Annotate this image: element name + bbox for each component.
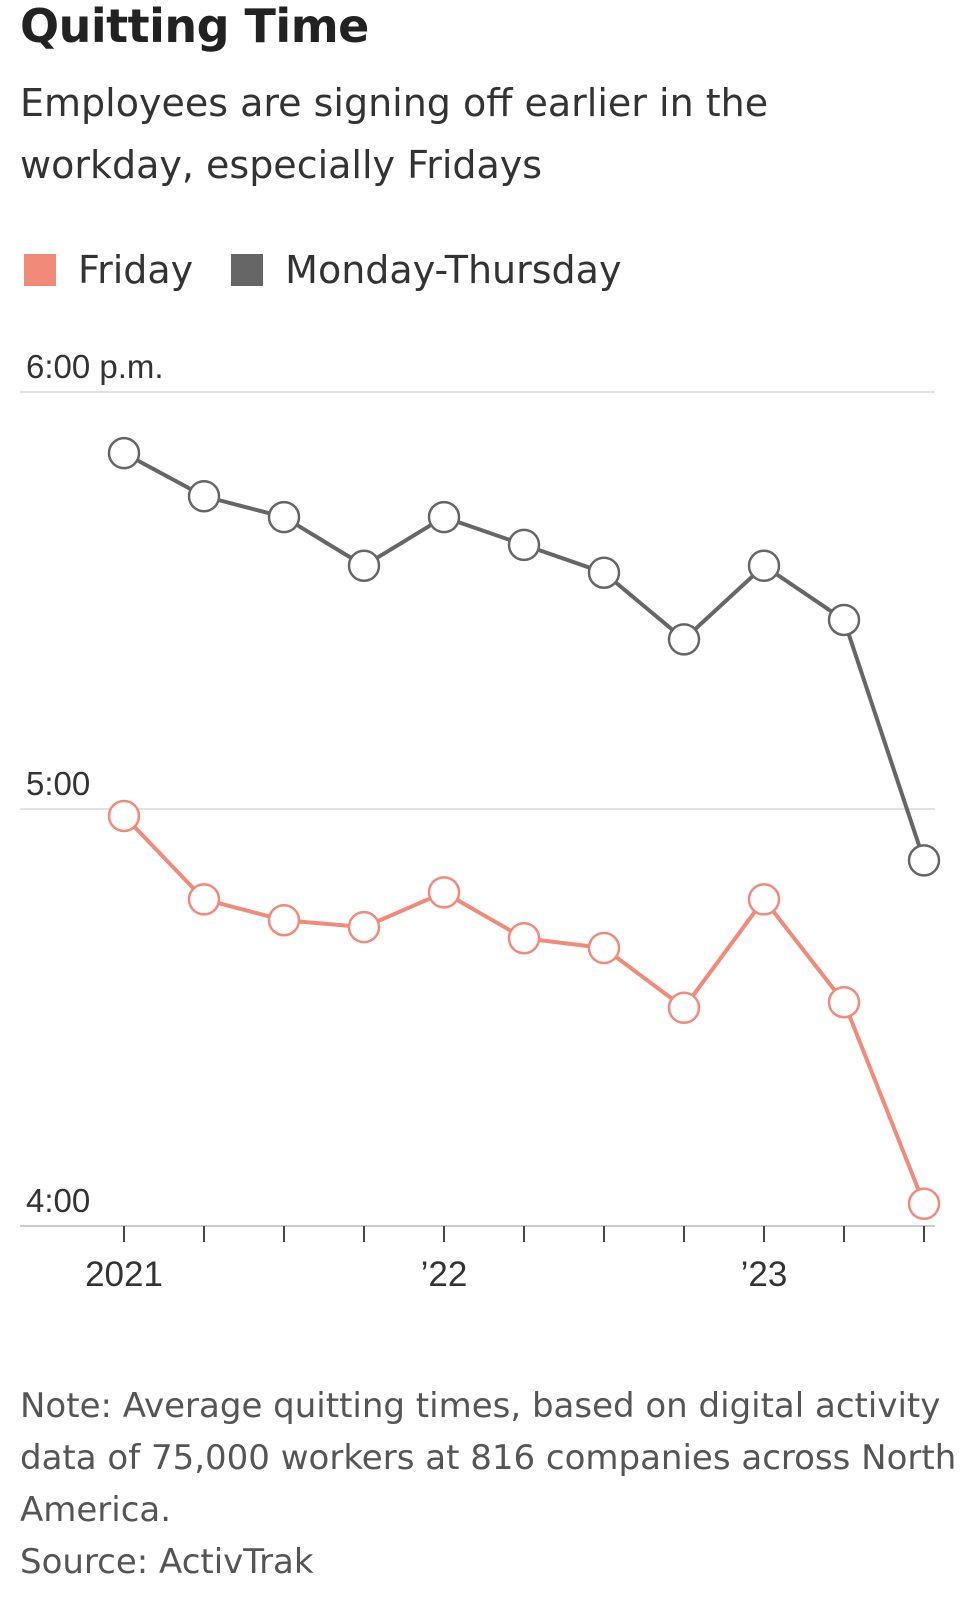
legend-label-monday-thursday: Monday-Thursday [285, 248, 622, 292]
y-tick-label: 6:00 p.m. [26, 348, 164, 385]
chart-plot: 4:00 5:00 6:00 p.m. 2021 ’22 ’23 [20, 348, 941, 1294]
data-point-friday [747, 883, 781, 916]
data-point-friday [187, 883, 221, 916]
data-point-monday-thursday [907, 844, 941, 877]
legend-item-monday-thursday: Monday-Thursday [231, 248, 621, 292]
data-point-monday-thursday [667, 623, 701, 656]
chart-note: Note: Average quitting times, based on d… [20, 1386, 957, 1530]
data-point-friday [827, 985, 861, 1019]
data-point-monday-thursday [347, 549, 381, 582]
data-point-friday [667, 991, 701, 1025]
chart-source: Source: ActivTrak [20, 1542, 314, 1582]
data-point-friday [427, 876, 461, 909]
data-point-friday [267, 903, 301, 937]
y-tick-label: 4:00 [26, 1182, 90, 1219]
legend-swatch-monday-thursday [231, 254, 264, 286]
legend-item-friday: Friday [24, 248, 193, 292]
data-point-friday [347, 910, 381, 944]
data-point-monday-thursday [827, 603, 861, 637]
data-point-monday-thursday [107, 436, 141, 470]
chart-subtitle: Employees are signing off earlier in the… [20, 81, 769, 187]
series-line-friday [122, 814, 926, 1205]
data-point-monday-thursday [427, 500, 461, 534]
x-tick-label: 2021 [85, 1255, 163, 1294]
chart-title: Quitting Time [20, 0, 369, 53]
x-tick-label: ’23 [741, 1255, 788, 1294]
legend: Friday Monday-Thursday [24, 240, 659, 300]
legend-label-friday: Friday [78, 248, 194, 292]
data-point-friday [907, 1187, 941, 1221]
data-point-friday [107, 799, 141, 833]
series-line-monday-thursday [123, 451, 926, 862]
x-tick-label: ’22 [421, 1255, 468, 1294]
data-point-monday-thursday [587, 556, 621, 589]
data-point-monday-thursday [267, 500, 301, 534]
data-point-monday-thursday [507, 528, 541, 562]
data-point-monday-thursday [747, 549, 781, 582]
legend-swatch-friday [24, 254, 56, 286]
data-point-friday [507, 922, 541, 955]
y-tick-label: 5:00 [26, 765, 90, 802]
data-point-friday [587, 931, 621, 965]
data-point-monday-thursday [187, 480, 221, 513]
